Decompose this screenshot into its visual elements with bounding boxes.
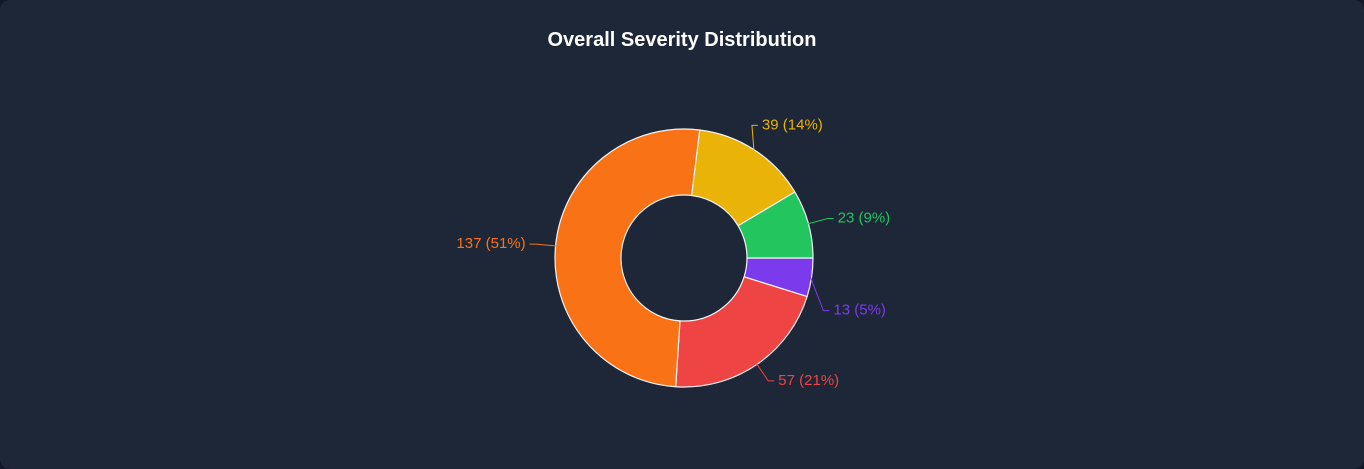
chart-title: Overall Severity Distribution: [547, 29, 817, 51]
slice-data-label: 13 (5%): [833, 302, 886, 319]
labels-layer: 13 (5%) 57 (21%) 137 (51%) 39 (14%) 23 (9%): [456, 116, 890, 388]
leader-line: [807, 217, 834, 225]
slice-data-label: 39 (14%): [762, 116, 823, 133]
slices-layer: [554, 128, 814, 388]
slice-data-label: 23 (9%): [838, 209, 891, 226]
leader-line: [751, 124, 758, 151]
slice-data-label: 57 (21%): [778, 372, 839, 389]
leader-line: [756, 363, 775, 382]
leader-line: [529, 243, 557, 247]
leader-line: [810, 277, 830, 312]
donut-slice[interactable]: [675, 276, 808, 388]
donut-slice[interactable]: [737, 191, 814, 259]
slice-data-label: 137 (51%): [456, 235, 525, 252]
donut-slice[interactable]: [554, 128, 701, 388]
